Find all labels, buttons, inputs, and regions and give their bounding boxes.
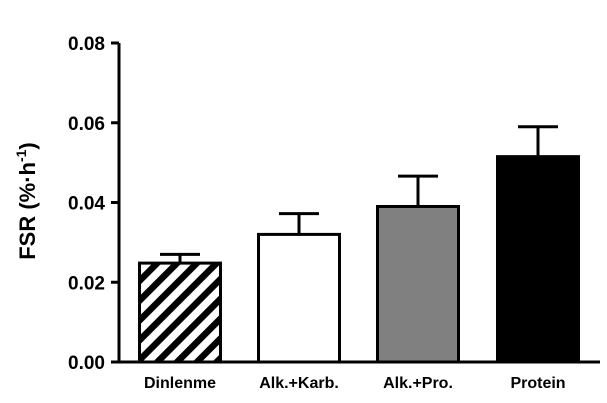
- bar-dinlenme: [138, 261, 222, 364]
- y-tick-label: 0.00: [68, 353, 105, 374]
- error-bars-group: [160, 125, 558, 264]
- bars-group: [138, 155, 580, 364]
- bar-alk-karb: [257, 232, 341, 364]
- y-axis-title-close: ): [15, 142, 40, 149]
- y-axis-ticks: 0.00 0.02 0.04 0.06 0.08: [68, 34, 119, 374]
- bar-alk-pro: [376, 204, 460, 364]
- x-category-label: Dinlenme: [144, 375, 216, 392]
- y-axis-title: FSR (%·h-1): [13, 142, 40, 260]
- x-category-label: Protein: [510, 375, 565, 392]
- x-category-label: Alk.+Pro.: [383, 375, 453, 392]
- x-category-label: Alk.+Karb.: [259, 375, 339, 392]
- y-axis-title-base: FSR (%·h: [15, 162, 40, 260]
- bar-protein: [496, 155, 580, 364]
- y-tick-label: 0.06: [68, 114, 105, 135]
- y-tick-label: 0.02: [68, 273, 105, 294]
- y-tick-label: 0.04: [68, 194, 105, 215]
- x-axis-labels: Dinlenme Alk.+Karb. Alk.+Pro. Protein: [144, 375, 566, 392]
- y-axis-title-superscript: -1: [13, 149, 29, 162]
- y-tick-label: 0.08: [68, 34, 105, 55]
